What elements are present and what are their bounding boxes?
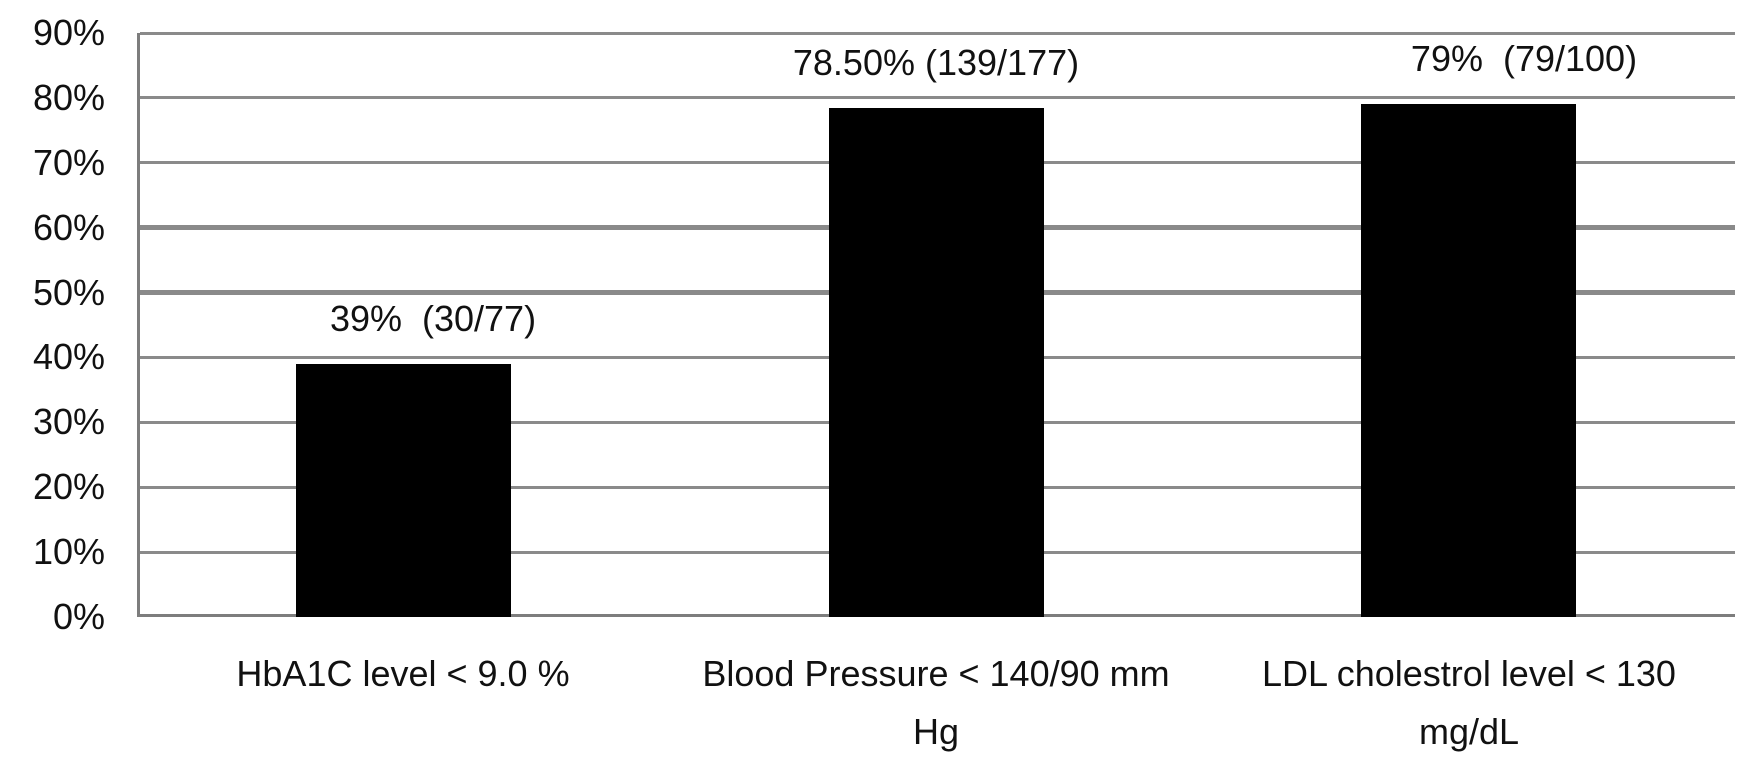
y-axis-tick-label: 70% [32,142,105,183]
gridline-90 [140,32,1735,35]
x-axis-category-label-line: mg/dL [1418,711,1520,752]
x-axis-category-label-line: LDL cholestrol level < 130 [1262,653,1676,694]
gridline-80 [140,96,1735,99]
y-axis-tick-label: 10% [32,531,105,572]
y-axis-tick-label: 0% [52,596,105,637]
y-axis-tick-label: 40% [32,336,105,377]
x-axis-category-label: HbA1C level < 9.0 % [143,645,663,703]
bar-value-label: 79% (79/100) [1410,38,1638,79]
y-axis-tick-label: 30% [32,401,105,442]
x-axis-category-label-line: Hg [912,711,960,752]
bar-value-label: 78.50% (139/177) [792,42,1080,83]
y-axis-tick-label: 60% [32,207,105,248]
bar [829,108,1044,617]
bar [1361,104,1576,617]
y-axis-tick-label: 80% [32,77,105,118]
bar-value-label: 39% (30/77) [329,298,537,339]
x-axis-category-label-line: Blood Pressure < 140/90 mm [702,653,1170,694]
plot-area [137,32,1735,617]
y-axis-tick-label: 20% [32,466,105,507]
x-axis-category-label: LDL cholestrol level < 130 mg/dL [1209,645,1729,761]
x-axis-category-label: Blood Pressure < 140/90 mm Hg [676,645,1196,761]
y-axis-tick-label: 90% [32,12,105,53]
bar [296,364,511,617]
y-axis-tick-label: 50% [32,272,105,313]
x-axis-category-label-line: HbA1C level < 9.0 % [236,653,570,694]
